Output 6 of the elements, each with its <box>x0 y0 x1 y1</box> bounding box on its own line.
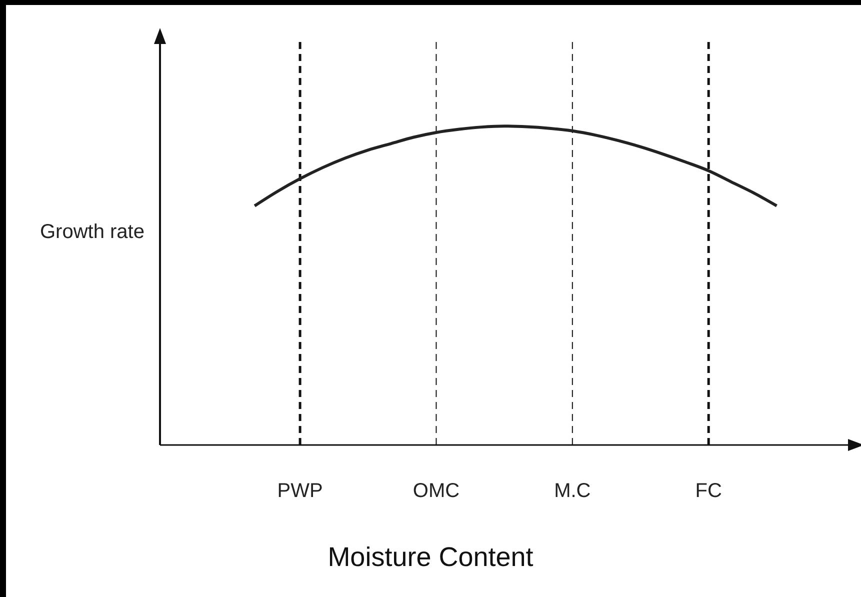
x-tick-label: M.C <box>554 480 591 502</box>
x-tick-label: OMC <box>412 480 460 502</box>
y-axis-title: Growth rate <box>40 220 146 245</box>
x-axis-title: Moisture Content <box>326 542 534 573</box>
x-tick-label: PWP <box>277 480 323 502</box>
x-tick-label: FC <box>695 480 722 502</box>
